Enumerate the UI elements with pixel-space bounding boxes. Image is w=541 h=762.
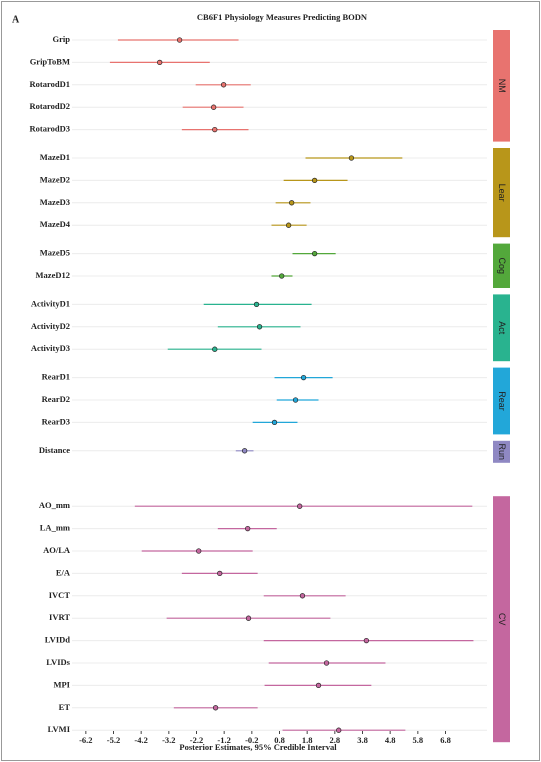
estimate-point xyxy=(348,155,355,161)
estimate-point xyxy=(245,525,251,532)
row-label: RearD3 xyxy=(42,416,70,426)
x-tick-label: 4.8 xyxy=(385,735,396,745)
estimate-point xyxy=(311,177,318,184)
group-strip xyxy=(493,148,510,238)
group-strip xyxy=(493,367,510,435)
group-label: Lear xyxy=(497,184,507,202)
x-tick-label: -3.2 xyxy=(162,735,175,745)
row-label: Distance xyxy=(39,445,70,455)
x-tick-label: -4.2 xyxy=(134,735,147,745)
row-label: MazeD1 xyxy=(40,152,70,162)
estimate-point xyxy=(212,346,218,352)
group-label: Cog xyxy=(497,258,507,275)
estimate-point xyxy=(336,727,342,733)
estimate-point xyxy=(299,593,306,599)
estimate-point xyxy=(211,104,217,110)
estimate-point xyxy=(212,126,218,133)
row-label: ActivityD3 xyxy=(31,343,70,353)
row-label: LA_mm xyxy=(40,523,70,533)
group-label: Run xyxy=(497,444,507,461)
group-strip xyxy=(493,440,510,463)
x-tick-label: 1.8 xyxy=(302,735,313,745)
row-label: AO/LA xyxy=(43,545,71,555)
row-label: RearD1 xyxy=(42,372,70,382)
estimate-point xyxy=(220,82,227,88)
x-tick-label: -1.2 xyxy=(217,735,230,745)
estimate-point xyxy=(323,660,330,666)
estimate-point xyxy=(315,682,322,689)
group-label: NM xyxy=(497,79,507,93)
row-label: LVMI xyxy=(48,724,71,734)
estimate-point xyxy=(292,397,299,403)
group-label: Rear xyxy=(497,391,507,411)
row-label: IVRT xyxy=(49,612,70,622)
estimate-point xyxy=(217,570,223,577)
row-label: MazeD4 xyxy=(40,219,71,229)
row-label: MazeD12 xyxy=(36,270,70,280)
estimate-point xyxy=(311,250,318,257)
estimate-point xyxy=(363,637,370,644)
x-tick-label: -6.2 xyxy=(79,735,92,745)
x-tick-label: -5.2 xyxy=(107,735,120,745)
row-label: GripToBM xyxy=(30,56,70,66)
row-label: MazeD2 xyxy=(40,174,70,184)
row-label: IVCT xyxy=(49,590,71,600)
row-label: RotarodD3 xyxy=(30,124,70,134)
group-strip xyxy=(493,294,510,362)
estimate-point xyxy=(271,419,278,426)
row-label: RearD2 xyxy=(42,394,70,404)
group-strip xyxy=(493,496,510,743)
row-label: LVIDs xyxy=(46,657,70,667)
x-tick-label: 0.8 xyxy=(274,735,285,745)
row-label: RotarodD2 xyxy=(30,101,70,111)
group-strip xyxy=(493,30,510,142)
row-label: MazeD5 xyxy=(40,248,70,258)
chart-title: CB6F1 Physiology Measures Predicting BOD… xyxy=(197,12,368,22)
estimate-point xyxy=(212,705,219,711)
estimate-point xyxy=(176,37,183,43)
estimate-point xyxy=(157,59,163,66)
x-axis-label: Posterior Estimates, 95% Credible Interv… xyxy=(179,742,337,752)
estimate-point xyxy=(256,324,263,330)
row-label: E/A xyxy=(56,567,71,577)
group-label: CV xyxy=(497,613,507,626)
estimate-point xyxy=(279,273,285,279)
row-label: RotarodD1 xyxy=(30,79,70,89)
row-label: ET xyxy=(59,702,71,712)
estimate-point xyxy=(245,615,252,621)
estimate-point xyxy=(196,548,202,554)
row-label: AO_mm xyxy=(39,500,70,510)
x-tick-label: 2.8 xyxy=(330,735,341,745)
estimate-point xyxy=(297,503,303,509)
estimate-point xyxy=(253,301,260,308)
x-tick-label: -0.2 xyxy=(245,735,258,745)
estimate-point xyxy=(285,222,292,228)
x-tick-label: -2.2 xyxy=(190,735,203,745)
row-label: Grip xyxy=(53,34,71,44)
group-strip xyxy=(493,243,510,288)
panel-label: A xyxy=(12,14,20,25)
estimate-point xyxy=(300,374,307,381)
group-label: Act xyxy=(497,321,507,335)
row-label: LVIDd xyxy=(45,635,70,645)
estimate-point xyxy=(241,448,248,454)
x-tick-label: 3.8 xyxy=(357,735,368,745)
row-label: ActivityD1 xyxy=(31,298,70,308)
x-tick-label: 5.8 xyxy=(413,735,424,745)
row-label: MPI xyxy=(53,679,70,689)
estimate-point xyxy=(289,200,295,206)
row-label: ActivityD2 xyxy=(31,321,70,331)
x-tick-label: 6.8 xyxy=(440,735,451,745)
row-label: MazeD3 xyxy=(40,197,70,207)
